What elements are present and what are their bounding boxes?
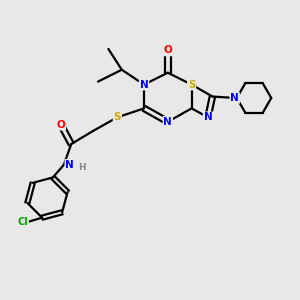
Text: N: N	[204, 112, 212, 122]
Text: O: O	[56, 120, 65, 130]
Text: N: N	[140, 80, 148, 90]
Text: Cl: Cl	[17, 217, 28, 227]
Text: H: H	[78, 163, 86, 172]
Text: S: S	[114, 112, 121, 122]
Text: S: S	[188, 80, 195, 90]
Text: N: N	[230, 93, 239, 103]
Text: N: N	[65, 160, 74, 170]
Text: N: N	[164, 117, 172, 127]
Text: O: O	[164, 45, 172, 56]
